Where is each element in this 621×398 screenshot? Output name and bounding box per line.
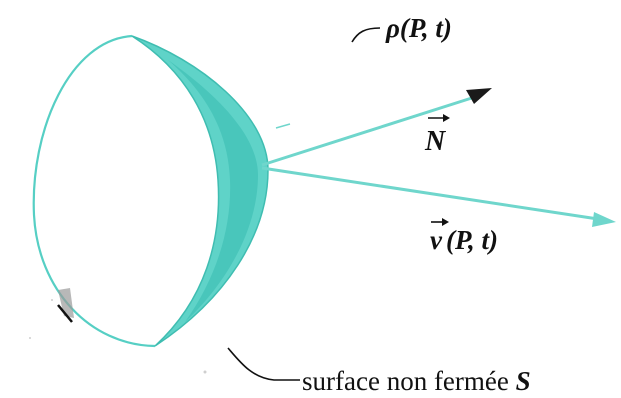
cap-tick (275, 123, 291, 129)
surface-cap (131, 35, 269, 347)
density-args: (P, t) (400, 13, 452, 43)
velocity-label-overarrow-head (442, 218, 449, 226)
normal-label-overarrow-head (443, 114, 450, 122)
scan-noise (29, 299, 207, 374)
surface-caption: surface non fermée S (302, 366, 531, 396)
rim-dark-mark (58, 288, 74, 318)
surface-leader (227, 347, 300, 381)
surface-back-rim (32, 34, 156, 348)
normal-label-group: N (424, 114, 450, 157)
normal-vector-arrowhead (466, 88, 492, 104)
surface-cap-shade (168, 60, 258, 322)
density-leader (351, 27, 381, 43)
density-symbol: ρ (385, 13, 400, 43)
rim-dark-stroke (57, 304, 73, 323)
velocity-vector-line (261, 166, 599, 221)
surface-caption-symbol: S (516, 366, 531, 396)
surface-caption-text: surface non fermée (302, 366, 509, 396)
velocity-vector-arrowhead (592, 212, 616, 227)
normal-vector-line (261, 94, 479, 167)
normal-label: N (424, 126, 447, 157)
velocity-label-group: v (P, t) (430, 218, 498, 255)
velocity-label: v (P, t) (430, 225, 498, 255)
density-label: ρ(P, t) (385, 13, 452, 43)
velocity-args: (P, t) (446, 225, 498, 255)
velocity-symbol: v (430, 225, 443, 255)
